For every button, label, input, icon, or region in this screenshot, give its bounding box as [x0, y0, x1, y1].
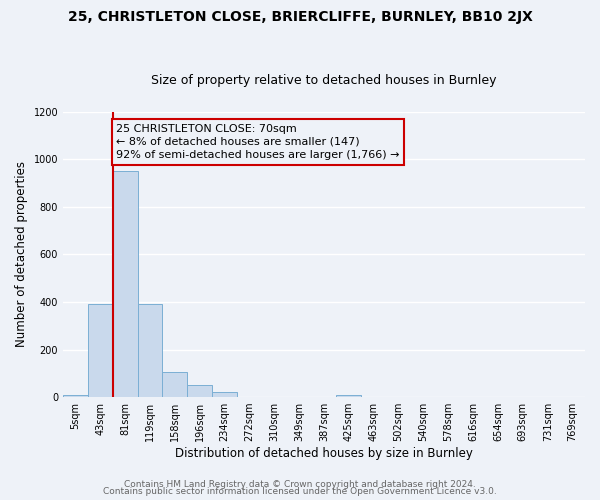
Bar: [163, 372, 187, 397]
Bar: [137, 304, 163, 397]
Title: Size of property relative to detached houses in Burnley: Size of property relative to detached ho…: [151, 74, 497, 87]
Text: 25, CHRISTLETON CLOSE, BRIERCLIFFE, BURNLEY, BB10 2JX: 25, CHRISTLETON CLOSE, BRIERCLIFFE, BURN…: [68, 10, 532, 24]
Text: Contains HM Land Registry data © Crown copyright and database right 2024.: Contains HM Land Registry data © Crown c…: [124, 480, 476, 489]
Bar: [113, 171, 137, 397]
Bar: [337, 394, 361, 397]
Bar: [63, 394, 88, 397]
Text: Contains public sector information licensed under the Open Government Licence v3: Contains public sector information licen…: [103, 487, 497, 496]
Bar: [212, 392, 237, 397]
Bar: [187, 385, 212, 397]
X-axis label: Distribution of detached houses by size in Burnley: Distribution of detached houses by size …: [175, 447, 473, 460]
Y-axis label: Number of detached properties: Number of detached properties: [15, 162, 28, 348]
Text: 25 CHRISTLETON CLOSE: 70sqm
← 8% of detached houses are smaller (147)
92% of sem: 25 CHRISTLETON CLOSE: 70sqm ← 8% of deta…: [116, 124, 400, 160]
Bar: [88, 304, 113, 397]
